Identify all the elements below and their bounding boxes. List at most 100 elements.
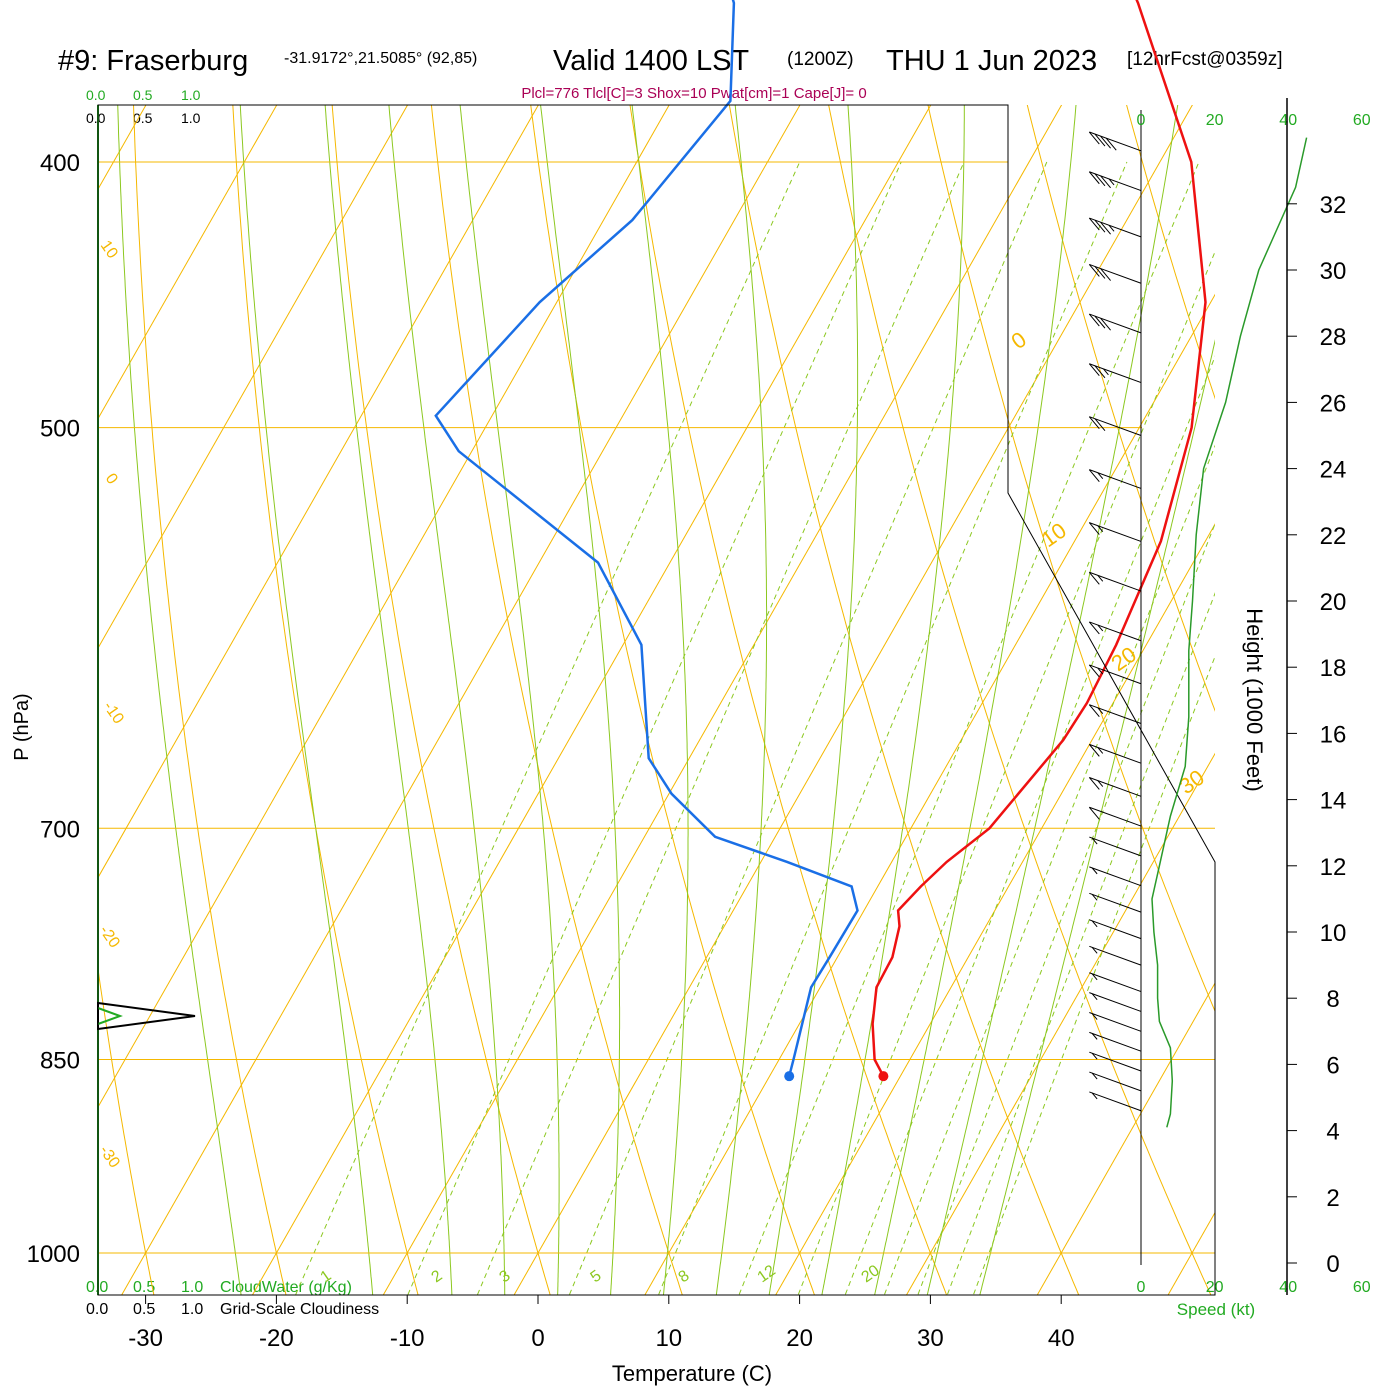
height-tick-label: 22	[1320, 523, 1347, 550]
station-coords: -31.9172°,21.5085° (92,85)	[284, 50, 477, 67]
wind-barb	[1088, 131, 1142, 152]
wind-barb	[1089, 1091, 1142, 1112]
dry-adiabat-line	[629, 105, 948, 1295]
wind-barb-half-flag	[1091, 1033, 1098, 1040]
wind-barb-flag	[1094, 266, 1106, 279]
pressure-tick-label: 700	[40, 816, 80, 843]
mixing-ratio-label: 5	[588, 1267, 605, 1286]
wind-barb-flag	[1088, 313, 1100, 327]
wind-barbs	[1088, 131, 1142, 1112]
moist-adiabat-lines	[117, 105, 1215, 1295]
cloudiness-tick: 0.5	[133, 1301, 155, 1318]
height-tick-label: 2	[1326, 1185, 1339, 1212]
wind-barb-flag	[1088, 469, 1100, 482]
isotherm-label: -30	[96, 1143, 123, 1172]
temperature-tick-label: -10	[390, 1325, 425, 1352]
valid-time: Valid 1400 LST	[553, 45, 749, 77]
wind-barb-half-flag	[1091, 1072, 1098, 1080]
stability-indices: Plcl=776 Tlcl[C]=3 Shox=10 Pwat[cm]=1 Ca…	[521, 85, 866, 102]
height-tick-label: 12	[1320, 854, 1347, 881]
height-tick-label: 30	[1320, 258, 1347, 285]
wind-barb-half-flag	[1091, 1052, 1098, 1060]
mixing-ratio-line	[883, 444, 1215, 1295]
wind-barb	[1088, 313, 1142, 334]
wind-barb-staff	[1089, 217, 1142, 238]
moist-adiabat-line	[631, 105, 689, 1295]
dewpoint-profile-line	[434, 0, 859, 1077]
mixing-ratio-line	[476, 161, 965, 1295]
isotherm-lines	[0, 0, 1215, 1311]
wind-barb	[1089, 1031, 1142, 1052]
cloudwater-tick: 1.0	[181, 87, 201, 103]
mixing-ratio-label: 20	[859, 1262, 883, 1286]
wind-barb-staff	[1089, 992, 1142, 1012]
mixing-ratio-line	[917, 522, 1215, 1295]
wind-barb	[1088, 704, 1142, 724]
temperature-tick-label: 20	[786, 1325, 813, 1352]
speed-tick-label: 0	[1137, 112, 1146, 129]
cloud-marker	[97, 1001, 196, 1031]
dry-adiabat-line	[133, 105, 287, 1295]
height-tick-label: 16	[1320, 721, 1347, 748]
wind-barb-half-flag	[1091, 946, 1098, 954]
dry-adiabat-line	[728, 105, 1080, 1295]
wind-barb-flag	[1088, 664, 1100, 678]
isotherm-line	[0, 0, 199, 1311]
mixing-ratio-label: 12	[755, 1262, 779, 1286]
dry-adiabat-line	[1180, 0, 1400, 1311]
mixing-ratio-label: 2	[429, 1267, 446, 1286]
isobar-lines	[98, 161, 1215, 1254]
moist-adiabat-line	[926, 105, 1179, 1295]
wind-barb-flag	[1100, 221, 1111, 235]
isotherm-line	[98, 105, 539, 879]
temperature-tick-label: 40	[1048, 1325, 1075, 1352]
cloudiness-wedge	[97, 1001, 196, 1031]
wind-barb-flag	[1088, 777, 1100, 790]
height-tick-label: 4	[1326, 1119, 1339, 1146]
wind-barb-staff	[1089, 171, 1142, 192]
isotherm-label: 0	[1007, 327, 1031, 355]
wind-barb	[1088, 416, 1142, 436]
height-tick-label: 18	[1320, 655, 1347, 682]
isotherm-line	[251, 105, 932, 1295]
isotherm-line	[775, 523, 1215, 1295]
wind-barb-flag	[1088, 621, 1100, 635]
wind-barb-half-flag	[1097, 707, 1104, 715]
mixing-ratio-line	[657, 161, 1128, 1295]
moist-adiabat-line	[540, 105, 621, 1295]
wind-barb-staff	[1089, 313, 1142, 334]
temperature-axis: -30 -20 -10 0 10 20 30 40	[128, 1295, 1075, 1352]
cloud-scale-bottom: 0.0 0.5 1.0 CloudWater (g/Kg) 0.0 0.5 1.…	[86, 1279, 379, 1318]
dry-adiabat-line	[232, 105, 419, 1295]
wind-barb-flag	[1100, 175, 1111, 189]
temperature-tick-label: -20	[259, 1325, 294, 1352]
temperature-tick-label: -30	[128, 1325, 163, 1352]
plot-frame	[97, 104, 1216, 1296]
height-axis-label: Height (1000 Feet)	[1242, 608, 1267, 791]
cloudwater-tick: 0.5	[133, 87, 153, 103]
speed-tick-label: 60	[1353, 112, 1371, 129]
speed-tick-label: 40	[1279, 112, 1297, 129]
mixing-ratio-line	[972, 655, 1215, 1295]
cloudiness-label: Grid-Scale Cloudiness	[220, 1301, 379, 1318]
cloudwater-tick: 1.0	[181, 1279, 203, 1296]
moist-adiabat-line	[324, 105, 453, 1295]
wind-barb	[1088, 806, 1142, 827]
wind-barb-flag	[1088, 806, 1100, 820]
wind-barb	[1089, 1071, 1142, 1092]
dry-adiabat-line	[331, 105, 551, 1295]
moist-adiabat-line	[459, 105, 560, 1295]
wind-barb-half-flag	[1097, 525, 1104, 533]
wind-barb	[1088, 469, 1142, 489]
wind-barb-flag	[1100, 135, 1111, 149]
cloud-scale-top: 0.0 0.5 1.0 0.0 0.5 1.0	[86, 87, 201, 126]
wind-barb-staff	[1089, 866, 1142, 887]
mixing-ratio-line	[407, 161, 902, 1295]
isotherm-label: 10	[1037, 518, 1071, 553]
height-tick-label: 28	[1320, 324, 1347, 351]
wind-barb	[1088, 522, 1142, 542]
moist-adiabat-line	[874, 105, 1077, 1295]
isotherm-line	[0, 0, 329, 1311]
wind-barb	[1088, 263, 1142, 284]
